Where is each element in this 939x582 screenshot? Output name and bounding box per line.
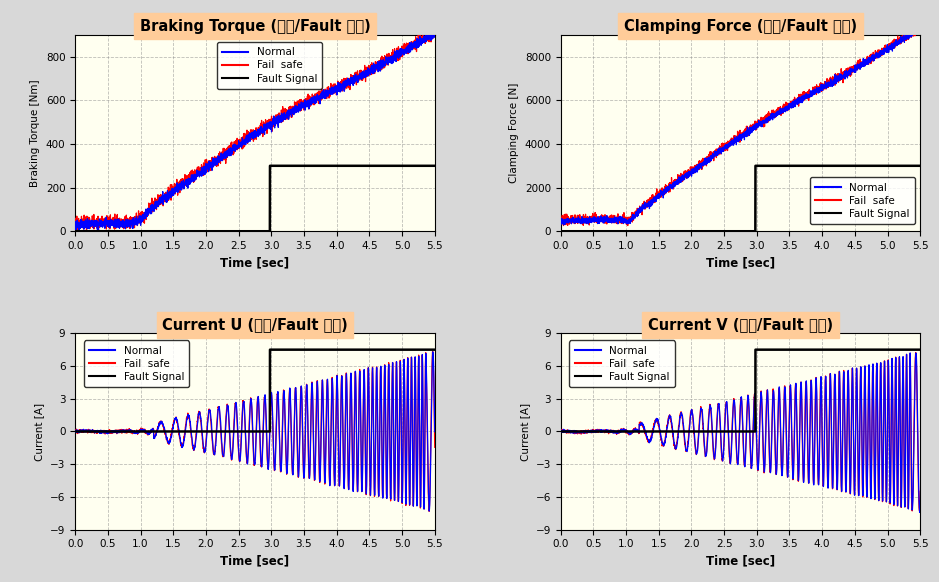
Y-axis label: Clamping Force [N]: Clamping Force [N] [509, 83, 519, 183]
X-axis label: Time [sec]: Time [sec] [221, 257, 289, 269]
Title: Clamping Force (정상/Fault 비교): Clamping Force (정상/Fault 비교) [623, 19, 857, 34]
X-axis label: Time [sec]: Time [sec] [221, 555, 289, 568]
Title: Braking Torque (정상/Fault 비교): Braking Torque (정상/Fault 비교) [140, 19, 370, 34]
Legend: Normal, Fail  safe, Fault Signal: Normal, Fail safe, Fault Signal [569, 340, 675, 387]
Legend: Normal, Fail  safe, Fault Signal: Normal, Fail safe, Fault Signal [217, 42, 322, 89]
X-axis label: Time [sec]: Time [sec] [706, 257, 775, 269]
Legend: Normal, Fail  safe, Fault Signal: Normal, Fail safe, Fault Signal [84, 340, 190, 387]
X-axis label: Time [sec]: Time [sec] [706, 555, 775, 568]
Y-axis label: Braking Torque [Nm]: Braking Torque [Nm] [30, 79, 40, 187]
Y-axis label: Current [A]: Current [A] [35, 402, 44, 460]
Title: Current U (정상/Fault 비교): Current U (정상/Fault 비교) [162, 317, 347, 332]
Y-axis label: Current [A]: Current [A] [520, 402, 530, 460]
Legend: Normal, Fail  safe, Fault Signal: Normal, Fail safe, Fault Signal [809, 178, 915, 224]
Title: Current V (정상/Fault 비교): Current V (정상/Fault 비교) [648, 317, 833, 332]
